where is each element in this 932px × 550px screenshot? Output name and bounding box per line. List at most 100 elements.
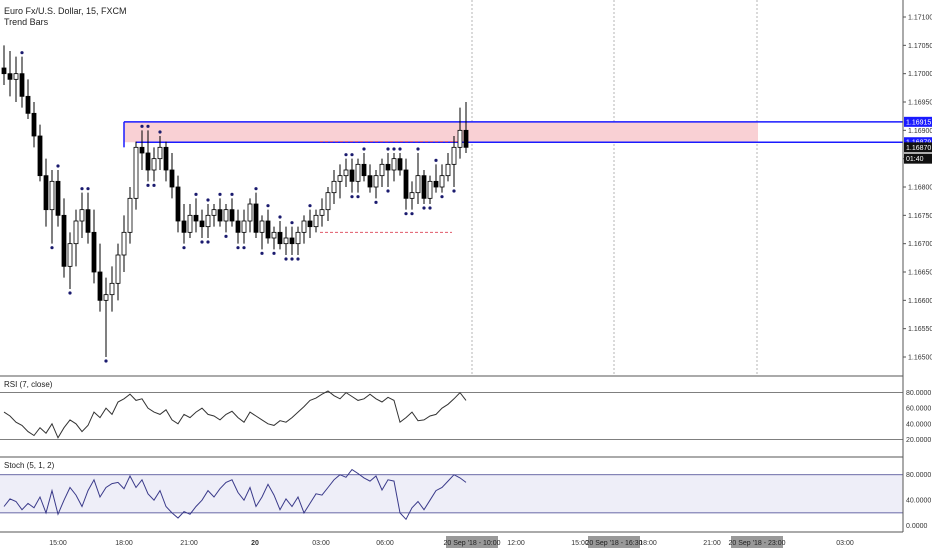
time-label: 15:00: [571, 540, 589, 547]
trend-dot-high-72: [434, 158, 438, 162]
trend-dot-high-65: [392, 147, 396, 151]
trend-dot-high-36: [218, 192, 222, 196]
candle-body-5: [31, 112, 37, 137]
candle-body-7: [43, 175, 49, 211]
trend-dot-high-14: [86, 187, 90, 191]
rsi-line: [3, 390, 467, 439]
trend-dot-low-70: [422, 206, 426, 210]
candle-body-10: [61, 214, 67, 267]
candle-body-3: [19, 73, 25, 97]
trend-dot-high-57: [344, 153, 348, 157]
candle-body-58: [349, 169, 355, 182]
indicator-panels: [0, 375, 903, 533]
candle-body-77: [463, 129, 469, 148]
trend-dot-high-26: [158, 130, 162, 134]
time-cursor-tag-bg-1: [588, 536, 640, 548]
candle-body-0: [1, 67, 7, 75]
trend-dot-high-23: [140, 124, 144, 128]
trend-dot-low-49: [296, 257, 300, 261]
candle-body-42: [253, 203, 259, 233]
stoch-line: [3, 468, 467, 521]
axes: 1.17100 1.17050 1.17000 1.16950 1.16900 1.168…: [49, 0, 932, 548]
candle-body-30: [181, 220, 187, 233]
price-tick-label: 1.16950: [908, 100, 932, 107]
candle-body-31: [187, 214, 193, 233]
candle-body-57: [343, 169, 349, 177]
candle-body-53: [319, 209, 325, 216]
candle-body-6: [37, 135, 43, 177]
trend-dot-high-64: [386, 147, 390, 151]
trend-dot-low-8: [50, 246, 54, 250]
trend-dot-low-59: [356, 195, 360, 199]
candle-body-16: [97, 271, 103, 301]
candle-body-44: [265, 220, 271, 239]
candle-body-12: [73, 220, 79, 245]
trend-dot-high-3: [20, 51, 24, 55]
candle-body-38: [229, 209, 235, 222]
candle-body-43: [259, 220, 265, 233]
trend-dot-low-45: [272, 251, 276, 255]
trend-dot-low-71: [428, 206, 432, 210]
candle-body-4: [25, 95, 31, 114]
trend-dot-low-34: [206, 240, 210, 244]
time-label: 06:00: [376, 540, 394, 547]
candle-body-73: [439, 175, 445, 188]
trend-dot-high-69: [416, 147, 420, 151]
candle-body-29: [175, 186, 181, 222]
trend-dot-low-24: [146, 183, 150, 187]
candle-body-60: [361, 163, 367, 177]
candle-body-19: [115, 254, 121, 284]
trend-dot-high-24: [146, 124, 150, 128]
trend-dot-high-48: [290, 221, 294, 225]
candle-body-11: [67, 243, 73, 267]
time-label: 03:00: [312, 540, 330, 547]
rsi-tick-label: 80.0000: [906, 390, 931, 397]
price-tick-label: 1.16700: [908, 241, 932, 248]
candle-body-8: [49, 180, 55, 211]
trend-dot-high-13: [80, 187, 84, 191]
price-tag-bg-1: [904, 137, 932, 148]
candle-body-25: [151, 158, 157, 171]
trend-dot-low-40: [242, 246, 246, 250]
trend-dot-low-47: [284, 257, 288, 261]
price-tag-bg-0: [904, 116, 932, 127]
price-tick-label: 1.17000: [908, 71, 932, 78]
rsi-label: RSI (7, close): [4, 380, 53, 389]
candle-body-59: [355, 163, 361, 182]
candle-body-17: [103, 294, 109, 301]
candle-body-75: [451, 146, 457, 165]
candle-body-54: [325, 192, 331, 211]
trend-dot-low-64: [386, 189, 390, 193]
candle-body-55: [331, 180, 337, 194]
candle-body-41: [247, 203, 253, 222]
time-label: 12:00: [507, 540, 525, 547]
candle-body-22: [133, 146, 139, 199]
candle-layer: [1, 45, 469, 357]
price-tick-label: 1.16800: [908, 185, 932, 192]
time-label: 03:00: [836, 540, 854, 547]
candle-body-71: [427, 180, 433, 199]
candle-body-15: [91, 231, 97, 273]
stoch-tick-label: 40.0000: [906, 498, 931, 505]
trend-dot-low-17: [104, 359, 108, 363]
candle-body-24: [145, 152, 151, 171]
time-cursor-tag-label: 20 Sep '18 - 16:30: [586, 540, 643, 547]
rsi-tick-label: 20.0000: [906, 437, 931, 444]
rsi-tick-label: 60.0000: [906, 406, 931, 413]
time-cursor-tag-label: 20 Sep '18 - 23:00: [729, 540, 786, 547]
price-tag-label: 1.16915: [906, 119, 931, 126]
trend-dot-low-73: [440, 195, 444, 199]
time-label: 21:00: [703, 540, 721, 547]
candle-body-61: [367, 175, 373, 188]
candle-body-49: [295, 231, 301, 245]
trend-dot-low-75: [452, 189, 456, 193]
candle-body-26: [157, 146, 163, 160]
candle-body-76: [457, 129, 463, 148]
candle-body-64: [385, 163, 391, 171]
price-tick-label: 1.16600: [908, 298, 932, 305]
time-label: 18:00: [639, 540, 657, 547]
trend-dot-low-39: [236, 246, 240, 250]
trend-dot-low-33: [200, 240, 204, 244]
candle-body-1: [7, 73, 13, 80]
